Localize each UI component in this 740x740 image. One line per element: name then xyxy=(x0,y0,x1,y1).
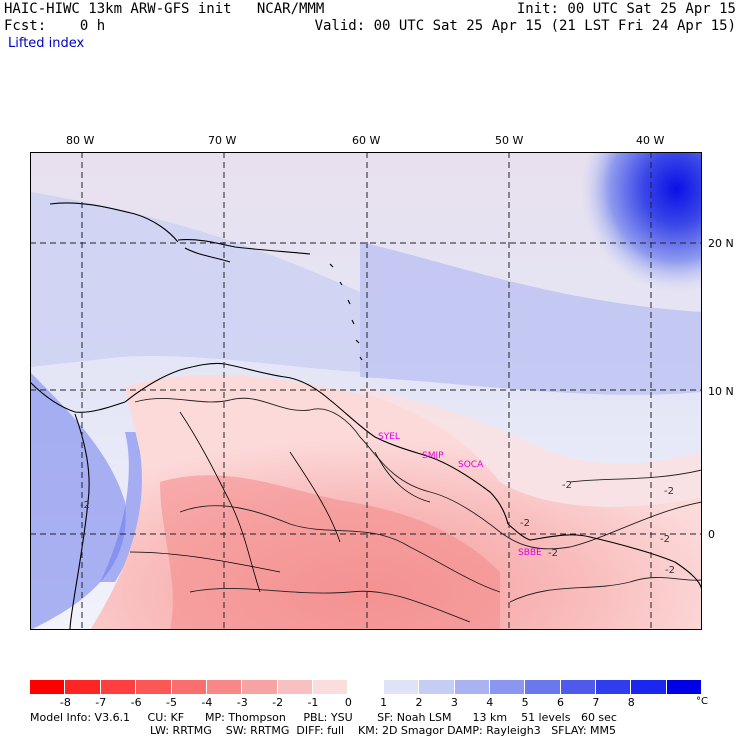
colorbar-swatch xyxy=(454,680,490,694)
station-label: SYEL xyxy=(378,432,400,442)
colorbar-tick-label: -5 xyxy=(165,696,177,709)
contour-label: -2 xyxy=(660,534,670,545)
model-info-line1: Model Info: V3.6.1 CU: KF MP: Thompson P… xyxy=(30,711,617,724)
field-name: Lifted index xyxy=(8,36,85,51)
colorbar-swatch xyxy=(206,680,243,694)
coastlines xyxy=(30,202,702,630)
map-frame xyxy=(30,152,702,630)
init-time: Init: 00 UTC Sat 25 Apr 15 xyxy=(516,1,736,17)
colorbar-tick-label: 2 xyxy=(415,696,423,709)
stable-tongue xyxy=(360,242,702,395)
colorbar-tick-label: 8 xyxy=(627,696,635,709)
colorbar-tick-label: 1 xyxy=(380,696,388,709)
lat-label-10n: 10 N xyxy=(708,385,734,398)
colorbar-swatch xyxy=(100,680,137,694)
neutral-transition xyxy=(360,387,702,507)
colorbar-swatch xyxy=(525,680,561,694)
lat-label-20n: 20 N xyxy=(708,237,734,250)
model-info-line2: LW: RRTMG SW: RRTMG DIFF: full KM: 2D Sm… xyxy=(150,724,616,737)
lon-label-80w: 80 W xyxy=(66,134,95,147)
colorbar-swatch xyxy=(65,680,101,694)
lon-label-60w: 60 W xyxy=(352,134,381,147)
colorbar-swatch xyxy=(277,680,313,694)
lifted-index-map xyxy=(30,152,702,630)
contour-label: -2 xyxy=(664,486,674,497)
cuba-coast xyxy=(49,202,179,243)
colorbar-unit: °C xyxy=(696,696,708,707)
colorbar-swatch xyxy=(383,680,420,694)
colorbar-swatch xyxy=(631,680,667,694)
colorbar-swatch xyxy=(30,680,66,694)
caribbean-stable-band xyxy=(30,192,360,372)
colorbar-tick-label: -8 xyxy=(59,696,71,709)
contour-label: -2 xyxy=(80,500,90,511)
lon-label-70w: 70 W xyxy=(208,134,237,147)
colorbar-swatch xyxy=(171,680,207,694)
colorbar-tick-label: -4 xyxy=(201,696,213,709)
colorbar-tick-label: 3 xyxy=(450,696,458,709)
station-label: SBBE xyxy=(518,548,542,558)
contour-lines xyxy=(134,397,702,623)
colorbar-tick-label: -7 xyxy=(95,696,107,709)
colorbar-tick-label: 6 xyxy=(557,696,565,709)
graticule xyxy=(30,152,702,630)
colorbar-swatch xyxy=(419,680,455,694)
colorbar-swatch xyxy=(560,680,596,694)
andes-stable-ridge xyxy=(100,432,150,582)
colorbar-tick-label: 0 xyxy=(344,696,352,709)
colorbar-swatch xyxy=(666,680,703,694)
west-stable-strip xyxy=(30,372,126,630)
colorbar-swatch xyxy=(136,680,172,694)
model-title: HAIC-HIWC 13km ARW-GFS init NCAR/MMM xyxy=(4,1,325,17)
colorbar-tick-label: -6 xyxy=(130,696,142,709)
contour-label: -2 xyxy=(548,548,558,559)
contour-label: -2 xyxy=(562,480,572,491)
lon-label-50w: 50 W xyxy=(495,134,524,147)
colorbar xyxy=(30,680,703,694)
contour-label: -2 xyxy=(665,565,675,576)
colorbar-swatch xyxy=(313,680,349,694)
contour-label: -2 xyxy=(520,518,530,529)
colorbar-swatch xyxy=(242,680,278,694)
colorbar-tick-label: 4 xyxy=(486,696,494,709)
valid-time: Valid: 00 UTC Sat 25 Apr 15 (21 LST Fri … xyxy=(314,18,736,34)
colorbar-swatch xyxy=(489,680,526,694)
forecast-hour: Fcst: 0 h xyxy=(4,18,106,34)
colorbar-tick-label: -3 xyxy=(236,696,248,709)
colorbar-tick-label: 5 xyxy=(521,696,529,709)
station-label: SMJP xyxy=(422,451,444,461)
station-label: SOCA xyxy=(458,460,484,470)
unstable-core xyxy=(160,475,500,630)
colorbar-swatch xyxy=(596,680,632,694)
colorbar-swatch xyxy=(348,680,384,694)
lat-label-eq: 0 xyxy=(708,528,715,541)
colorbar-tick-label: -2 xyxy=(272,696,284,709)
lon-label-40w: 40 W xyxy=(636,134,665,147)
colorbar-tick-label: 7 xyxy=(592,696,600,709)
colorbar-tick-label: -1 xyxy=(307,696,319,709)
